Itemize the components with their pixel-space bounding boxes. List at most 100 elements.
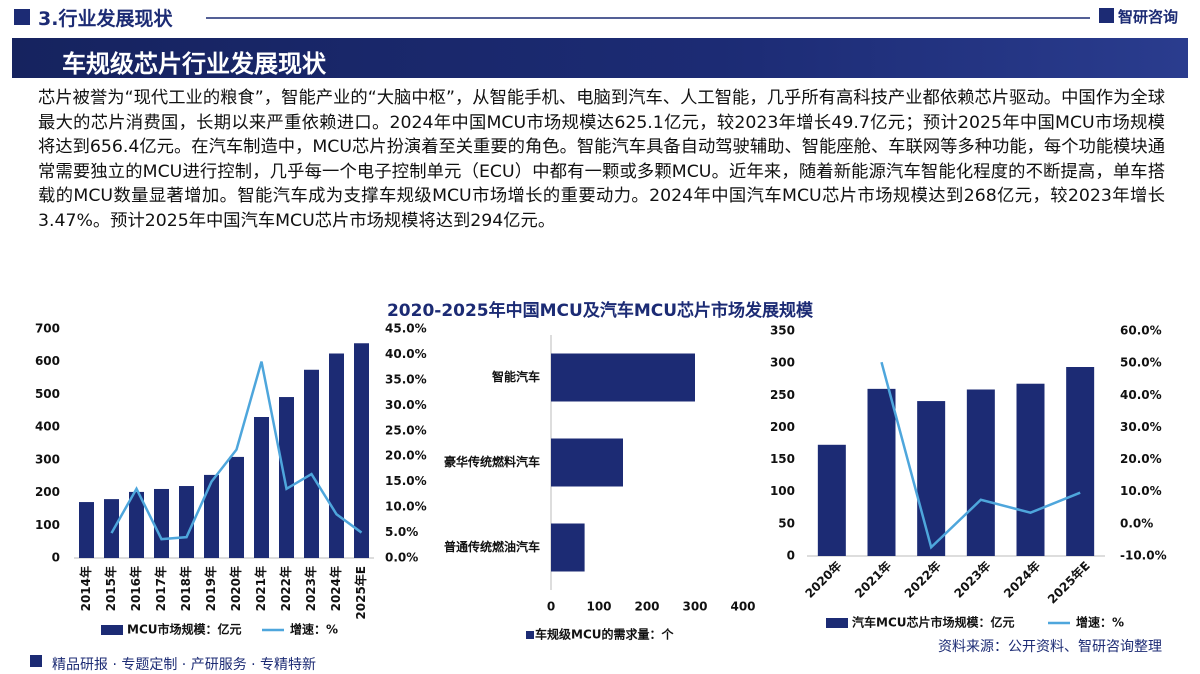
y-tick-label: 500: [35, 387, 60, 401]
x-tick-label: 2025年E: [1044, 558, 1093, 607]
x-tick-label: 2015年: [103, 566, 118, 611]
bar: [551, 353, 695, 402]
y-tick-label: 250: [770, 388, 795, 402]
x-tick-label: 300: [682, 600, 707, 614]
source-note: 资料来源：公开资料、智研咨询整理: [938, 639, 1162, 655]
x-tick-label: 2025年E: [353, 566, 368, 620]
y2-tick-label: 60.0%: [1120, 324, 1162, 338]
section-title: 3.行业发展现状: [38, 8, 173, 30]
bar: [179, 486, 194, 558]
bar: [204, 474, 219, 558]
x-tick-label: 2018年: [178, 566, 193, 611]
y-tick-label: 200: [770, 420, 795, 434]
y2-tick-label: 35.0%: [385, 372, 427, 386]
y2-tick-label: 20.0%: [1120, 452, 1162, 466]
x-tick-label: 2014年: [78, 566, 93, 611]
legend-swatch: [101, 625, 123, 635]
y2-tick-label: 0.0%: [385, 551, 418, 565]
bar: [304, 369, 319, 558]
y-tick-label: 600: [35, 354, 60, 368]
bar: [104, 499, 119, 558]
y-tick-label: 普通传统燃油汽车: [444, 539, 540, 554]
y2-tick-label: -10.0%: [1120, 549, 1167, 563]
legend-label: 汽车MCU芯片市场规模：亿元: [852, 615, 1015, 630]
x-tick-label: 100: [586, 600, 611, 614]
y-tick-label: 0: [787, 549, 795, 563]
legend-swatch: [526, 631, 534, 639]
x-tick-label: 2022年: [278, 566, 293, 611]
y2-tick-label: 30.0%: [1120, 420, 1162, 434]
y2-tick-label: 0.0%: [1120, 516, 1153, 530]
y2-tick-label: 50.0%: [1120, 356, 1162, 370]
line-series: [110, 361, 363, 541]
section-icon: [14, 9, 30, 25]
y2-tick-label: 20.0%: [385, 449, 427, 463]
bar: [1016, 383, 1045, 556]
bar: [154, 488, 169, 558]
y2-tick-label: 30.0%: [385, 398, 427, 412]
y2-tick-label: 5.0%: [385, 525, 418, 539]
paragraph: 芯片被誉为“现代工业的粮食”，智能产业的“大脑中枢”，从智能手机、电脑到汽车、人…: [38, 88, 1165, 231]
y-tick-label: 智能汽车: [491, 369, 540, 384]
title-bar: [12, 38, 1188, 78]
legend-swatch: [826, 618, 848, 628]
bar: [279, 397, 294, 558]
bar: [79, 502, 94, 558]
bar: [867, 388, 896, 556]
y2-tick-label: 10.0%: [1120, 484, 1162, 498]
x-tick-label: 2020年: [802, 558, 845, 601]
bar: [817, 444, 846, 556]
legend-label: 增速：%: [290, 622, 338, 637]
x-tick-label: 2017年: [153, 566, 168, 611]
y-tick-label: 0: [52, 551, 60, 565]
legend-label: MCU市场规模：亿元: [127, 622, 242, 637]
x-tick-label: 2016年: [128, 566, 143, 611]
bar: [551, 523, 585, 572]
y-tick-label: 150: [770, 452, 795, 466]
legend-label: 增速：%: [1076, 615, 1124, 630]
x-tick-label: 2024年: [1000, 558, 1043, 601]
footer-text: 精品研报 · 专题定制 · 产研服务 · 专精特新: [52, 657, 317, 673]
x-tick-label: 2023年: [303, 566, 318, 611]
bar: [329, 353, 344, 558]
bar: [917, 401, 946, 556]
bar: [551, 438, 623, 487]
x-tick-label: 2019年: [203, 566, 218, 611]
y-tick-label: 300: [35, 452, 60, 466]
y-tick-label: 300: [770, 356, 795, 370]
bar: [229, 456, 244, 558]
x-tick-label: 400: [730, 600, 755, 614]
legend-label: 车规级MCU的需求量：个: [535, 627, 674, 642]
y2-tick-label: 25.0%: [385, 423, 427, 437]
y-tick-label: 100: [770, 484, 795, 498]
y-tick-label: 豪华传统燃料汽车: [444, 454, 540, 469]
x-tick-label: 2020年: [228, 566, 243, 611]
y-tick-label: 50: [778, 516, 795, 530]
y-tick-label: 200: [35, 485, 60, 499]
bar: [1066, 367, 1095, 556]
logo-icon: [1099, 8, 1114, 23]
footer-icon: [30, 655, 42, 667]
bar: [129, 491, 144, 558]
y2-tick-label: 45.0%: [385, 322, 427, 336]
x-tick-label: 2024年: [328, 566, 343, 611]
y2-tick-label: 10.0%: [385, 500, 427, 514]
bar: [966, 389, 995, 556]
x-tick-label: 200: [634, 600, 659, 614]
x-tick-label: 2023年: [951, 558, 994, 601]
x-tick-label: 2022年: [901, 558, 944, 601]
x-tick-label: 2021年: [253, 566, 268, 611]
y-tick-label: 700: [35, 322, 60, 336]
y-tick-label: 100: [35, 518, 60, 532]
y2-tick-label: 40.0%: [385, 347, 427, 361]
bar: [254, 417, 269, 558]
figure-title: 2020-2025年中国MCU及汽车MCU芯片市场发展规模: [386, 301, 814, 321]
y-tick-label: 400: [35, 420, 60, 434]
line-series: [880, 361, 1081, 550]
y-tick-label: 350: [770, 324, 795, 338]
page-title: 车规级芯片行业发展现状: [62, 50, 326, 78]
bar: [354, 343, 369, 558]
x-tick-label: 0: [547, 600, 555, 614]
